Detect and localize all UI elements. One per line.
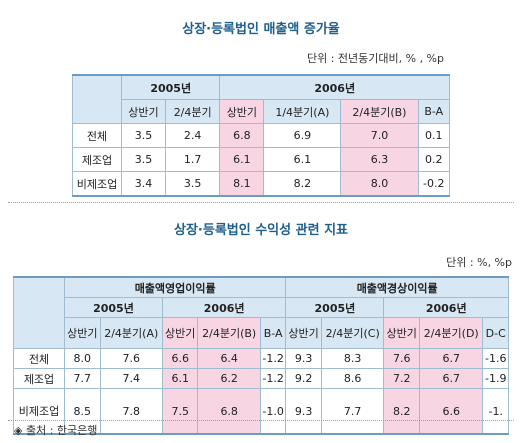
table-cell: 8.2: [263, 171, 342, 197]
table-cell: 6.1: [219, 147, 265, 172]
table-cell: 7.6: [99, 348, 163, 369]
table-cell: -1.: [482, 388, 509, 435]
table-cell: 7.0: [340, 123, 419, 148]
table-cell: 2.4: [164, 123, 221, 148]
table-cell: 9.3: [285, 388, 322, 435]
table-cell: -1.0: [259, 388, 287, 435]
table-cell: 1.7: [164, 147, 221, 172]
row-label: 비제조업: [13, 388, 65, 435]
table2-year-2005: 2005년: [64, 297, 163, 318]
table-cell: -1.2: [259, 348, 287, 369]
table-row: 비제조업 3.4 3.5 8.1 8.2 8.0 -0.2: [72, 171, 450, 197]
table-cell: 6.7: [418, 368, 484, 389]
table2-year-2006: 2006년: [383, 297, 509, 318]
table-cell: 8.0: [340, 171, 419, 197]
table-cell: 6.4: [197, 348, 261, 369]
table-cell: 8.1: [219, 171, 265, 197]
table1-col-header: 상반기: [219, 99, 265, 124]
table1-col-header: 2/4분기(B): [340, 99, 419, 124]
table2-title: 상장·등록법인 수익성 관련 지표: [174, 223, 348, 238]
table1-title: 상장·등록법인 매출액 증가율: [182, 22, 340, 37]
table-cell: 7.4: [99, 368, 163, 389]
table1-corner-cell: [72, 74, 122, 124]
table2-col-header: 상반기: [161, 317, 199, 349]
table2-col-header: 2/4분기(C): [320, 317, 385, 349]
table-cell: 7.6: [383, 348, 420, 369]
table-row: 제조업 7.7 7.4 6.1 6.2 -1.2 9.2 8.6 7.2 6.7…: [13, 368, 509, 389]
table-cell: 8.3: [320, 348, 385, 369]
table-cell: 6.3: [340, 147, 419, 172]
table-cell: -1.6: [482, 348, 509, 369]
table-cell: 7.8: [99, 388, 163, 435]
table-cell: 6.1: [263, 147, 342, 172]
table2-year-2006: 2006년: [161, 297, 287, 318]
table-row: 전체 3.5 2.4 6.8 6.9 7.0 0.1: [72, 123, 450, 148]
table-cell: -0.2: [417, 171, 450, 197]
section-divider: [8, 202, 514, 203]
table-cell: 3.5: [121, 123, 166, 148]
table2-col-header: 상반기: [64, 317, 101, 349]
row-label: 제조업: [72, 147, 122, 172]
table1-year-2006: 2006년: [219, 74, 450, 100]
table-cell: 7.7: [64, 368, 101, 389]
table-cell: 7.5: [161, 388, 199, 435]
table2-col-header: 2/4분기(B): [197, 317, 261, 349]
table2-col-header: 2/4분기(A): [99, 317, 163, 349]
table1-col-header: B-A: [417, 99, 450, 124]
table-cell: 6.7: [418, 348, 484, 369]
table2-year-2005: 2005년: [285, 297, 385, 318]
table2-col-header: B-A: [259, 317, 287, 349]
row-label: 전체: [13, 348, 65, 369]
table2-col-header: 2/4분기(D): [418, 317, 484, 349]
section-divider: [8, 420, 514, 421]
table-cell: 7.2: [383, 368, 420, 389]
row-label: 비제조업: [72, 171, 122, 197]
table-row: 전체 8.0 7.6 6.6 6.4 -1.2 9.3 8.3 7.6 6.7 …: [13, 348, 509, 369]
table1-unit: 단위 : 전년동기대비, % , %p: [306, 52, 444, 65]
table-cell: 6.1: [161, 368, 199, 389]
table-cell: 8.2: [383, 388, 420, 435]
table-cell: 3.5: [164, 171, 221, 197]
table-cell: 0.1: [417, 123, 450, 148]
table-cell: 6.9: [263, 123, 342, 148]
table-cell: -1.2: [259, 368, 287, 389]
table-cell: 3.5: [121, 147, 166, 172]
table-cell: 3.4: [121, 171, 166, 197]
table1-col-header: 2/4분기: [164, 99, 221, 124]
table2-unit: 단위 : %, %p: [446, 256, 512, 269]
table-cell: 0.2: [417, 147, 450, 172]
table-cell: 7.7: [320, 388, 385, 435]
table2-col-header: D-C: [482, 317, 509, 349]
table-cell: 9.2: [285, 368, 322, 389]
table1-col-header: 상반기: [121, 99, 166, 124]
table-cell: 8.0: [64, 348, 101, 369]
table-cell: -1.9: [482, 368, 509, 389]
row-label: 제조업: [13, 368, 65, 389]
table-cell: 8.6: [320, 368, 385, 389]
sales-growth-table: 2005년 2006년 상반기 2/4분기 상반기 1/4분기(A) 2/4분기…: [72, 74, 450, 197]
table2-col-header: 상반기: [285, 317, 322, 349]
table2-col-header: 상반기: [383, 317, 420, 349]
table-cell: 6.6: [418, 388, 484, 435]
table1-col-header: 1/4분기(A): [263, 99, 342, 124]
table-cell: 6.2: [197, 368, 261, 389]
table-cell: 9.3: [285, 348, 322, 369]
table2-corner-cell: [13, 276, 65, 349]
table2-group-operating: 매출액영업이익률: [63, 276, 287, 298]
profitability-table: 매출액영업이익률 매출액경상이익률 2005년 2006년 2005년 2006…: [13, 276, 509, 435]
table-row: 비제조업 8.5 7.8 7.5 6.8 -1.0 9.3 7.7 8.2 6.…: [13, 388, 509, 435]
table-row: 제조업 3.5 1.7 6.1 6.1 6.3 0.2: [72, 147, 450, 172]
source-note: ◈ 출처 : 한국은행: [14, 424, 98, 437]
row-label: 전체: [72, 123, 122, 148]
table-cell: 6.8: [197, 388, 261, 435]
table2-group-ordinary: 매출액경상이익률: [285, 276, 509, 298]
table-cell: 6.6: [161, 348, 199, 369]
table-cell: 8.5: [64, 388, 101, 435]
table-cell: 6.8: [219, 123, 265, 148]
table1-year-2005: 2005년: [120, 74, 221, 100]
